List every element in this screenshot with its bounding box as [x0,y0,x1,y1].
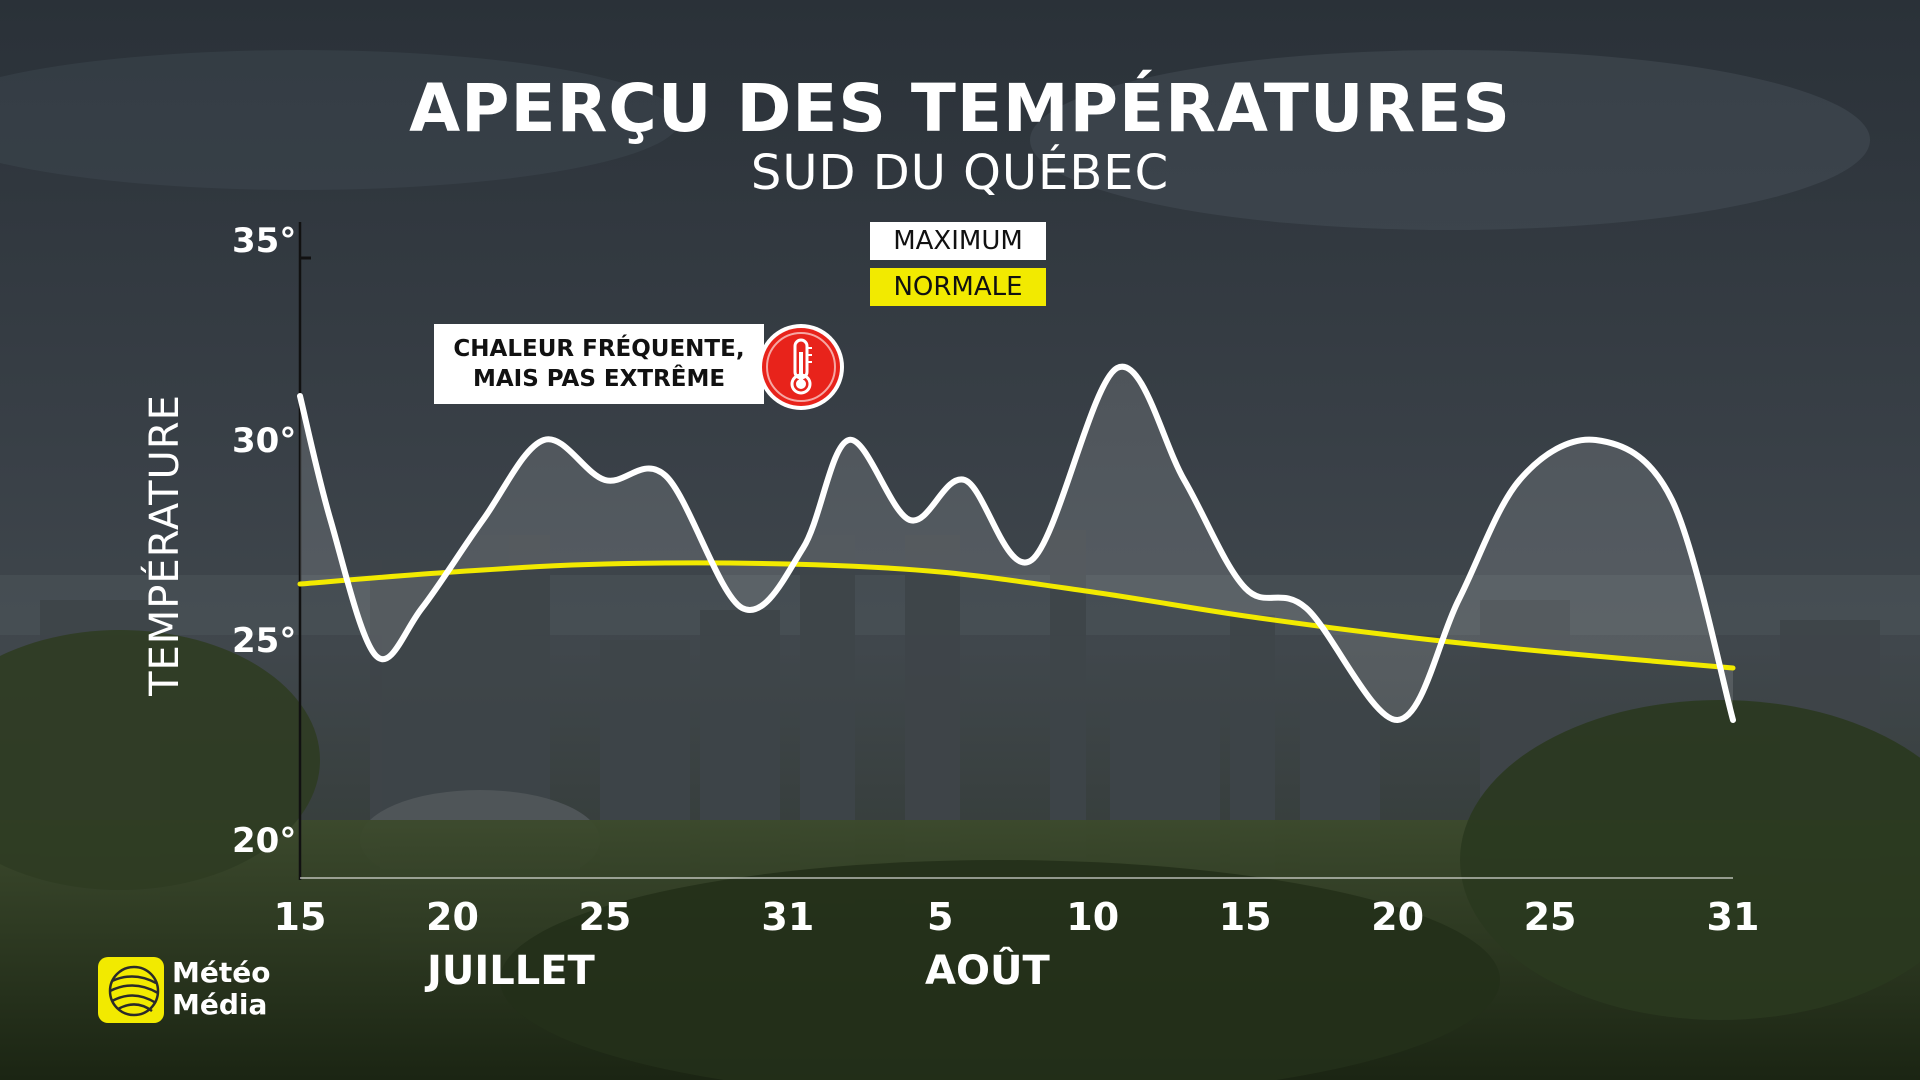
x-tick-label: 5 [927,895,953,939]
x-tick-labels: 15 20 25 31 5 10 15 20 25 31 [274,895,1760,939]
logo-text-line-1: Météo [172,956,271,989]
maximum-area-fill [300,366,1733,721]
logo-globe-icon [98,957,164,1023]
month-label-juillet: JUILLET [427,948,595,994]
x-tick-label: 31 [761,895,814,939]
y-tick-labels: 35° 30° 25° 20° [232,221,296,861]
chart-subtitle: SUD DU QUÉBEC [750,145,1170,201]
chart-title: APERÇU DES TEMPÉRATURES [409,70,1511,147]
callout-line-2: MAIS PAS EXTRÊME [472,366,726,392]
x-tick-label: 25 [1524,895,1577,939]
month-label-aout: AOÛT [925,948,1050,994]
thermometer-icon [758,324,844,410]
y-tick-label: 20° [232,821,296,861]
meteomedia-logo: Météo Média [98,955,308,1027]
x-tick-label: 20 [426,895,479,939]
y-tick-label: 35° [232,221,296,261]
series-line-maximum [297,363,1736,724]
legend-normale: NORMALE [870,268,1046,306]
heat-callout-box: CHALEUR FRÉQUENTE, MAIS PAS EXTRÊME [434,324,764,404]
legend-maximum: MAXIMUM [870,222,1046,260]
y-tick-label: 30° [232,421,296,461]
x-tick-label: 15 [274,895,327,939]
x-tick-label: 31 [1707,895,1760,939]
series-line-normale [297,560,1736,671]
x-tick-label: 20 [1371,895,1424,939]
y-tick-label: 25° [232,621,296,661]
logo-text-line-2: Média [172,988,268,1021]
x-tick-label: 10 [1066,895,1119,939]
callout-line-1: CHALEUR FRÉQUENTE, [453,336,745,362]
x-tick-label: 25 [578,895,631,939]
logo-text: Météo Média [172,957,270,1021]
x-tick-label: 15 [1219,895,1272,939]
